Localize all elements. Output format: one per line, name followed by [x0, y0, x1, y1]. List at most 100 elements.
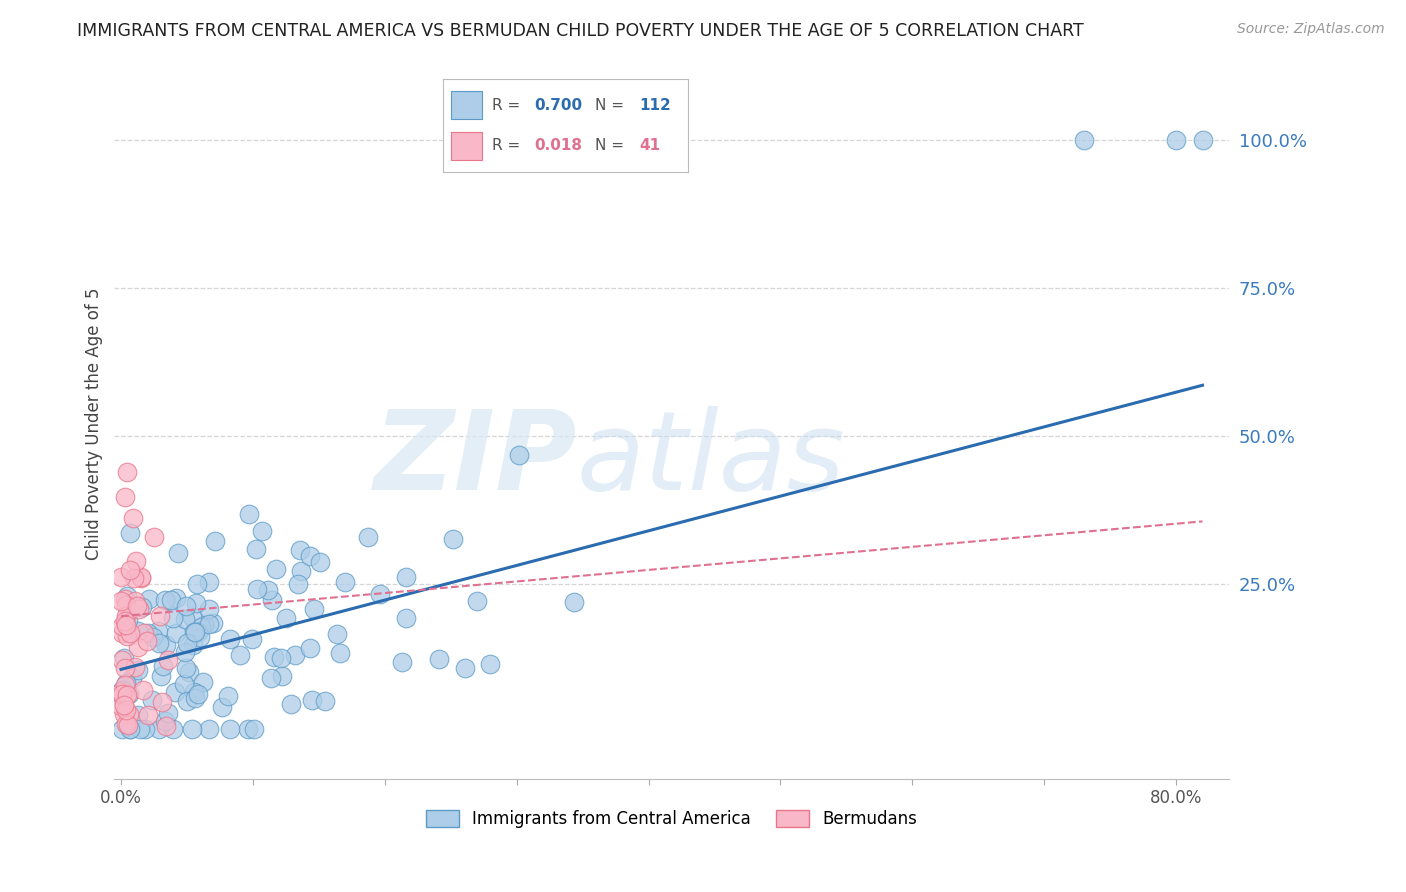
Point [150, 695, 173, 709]
Point [357, 530, 380, 544]
Point [134, 722, 156, 736]
Point [111, 687, 134, 701]
Point [184, 597, 207, 611]
Point [174, 599, 197, 613]
Point [122, 510, 145, 524]
Point [160, 592, 183, 607]
Point [174, 661, 197, 675]
Point [427, 652, 450, 666]
Point [157, 653, 180, 667]
Point [288, 543, 311, 558]
Point [129, 571, 152, 585]
Point [186, 576, 208, 591]
Point [183, 685, 205, 699]
Point [184, 625, 207, 640]
Point [197, 616, 219, 631]
Point [114, 703, 136, 717]
Point [125, 554, 148, 568]
Point [395, 611, 418, 625]
Point [111, 653, 134, 667]
Point [173, 677, 195, 691]
Point [187, 687, 209, 701]
Point [165, 684, 187, 698]
Point [181, 610, 204, 624]
Point [176, 636, 198, 650]
Point [304, 602, 326, 616]
Point [280, 698, 302, 712]
Point [229, 648, 252, 662]
Point [118, 722, 141, 736]
Point [118, 722, 141, 736]
Point [219, 632, 242, 647]
Point [238, 722, 260, 736]
Point [284, 648, 307, 662]
Point [153, 592, 176, 607]
Point [114, 614, 136, 628]
Point [179, 665, 201, 679]
Point [141, 692, 163, 706]
Point [508, 448, 530, 462]
Point [198, 574, 221, 589]
Legend: Immigrants from Central America, Bermudans: Immigrants from Central America, Bermuda… [419, 803, 924, 835]
Point [110, 698, 132, 713]
Point [136, 708, 159, 723]
Point [162, 722, 184, 736]
Point [115, 676, 138, 690]
Y-axis label: Child Poverty Under the Age of 5: Child Poverty Under the Age of 5 [86, 287, 103, 560]
Point [115, 687, 138, 701]
Point [256, 582, 278, 597]
Point [260, 593, 283, 607]
Point [117, 613, 139, 627]
Point [129, 722, 152, 736]
Point [165, 625, 187, 640]
Point [441, 532, 464, 546]
Point [115, 716, 138, 731]
Point [110, 685, 132, 699]
Point [138, 592, 160, 607]
Text: ZIP: ZIP [374, 406, 576, 513]
Point [117, 589, 139, 603]
Point [128, 602, 150, 616]
Point [1073, 132, 1095, 146]
Point [1166, 132, 1188, 146]
Point [150, 669, 173, 683]
Point [114, 677, 136, 691]
Point [274, 611, 297, 625]
Point [173, 645, 195, 659]
Point [198, 722, 221, 736]
Point [122, 571, 145, 585]
Point [246, 582, 269, 596]
Point [142, 530, 165, 544]
Point [118, 707, 141, 722]
Point [115, 617, 138, 632]
Point [111, 722, 134, 736]
Point [368, 587, 391, 601]
Point [114, 661, 136, 675]
Point [329, 646, 352, 660]
Point [243, 722, 266, 736]
Point [263, 650, 285, 665]
Point [118, 625, 141, 640]
Point [110, 570, 132, 584]
Point [240, 632, 263, 647]
Text: Source: ZipAtlas.com: Source: ZipAtlas.com [1237, 22, 1385, 37]
Point [201, 616, 224, 631]
Point [114, 491, 136, 505]
Point [299, 549, 322, 563]
Point [190, 620, 212, 634]
Point [252, 524, 274, 538]
Point [562, 594, 585, 608]
Point [193, 617, 215, 632]
Point [184, 691, 207, 706]
Point [270, 650, 292, 665]
Point [112, 707, 135, 722]
Point [167, 546, 190, 560]
Point [118, 687, 141, 701]
Point [314, 694, 336, 708]
Point [124, 659, 146, 673]
Point [127, 708, 149, 723]
Point [115, 465, 138, 479]
Point [454, 660, 477, 674]
Point [127, 640, 149, 654]
Point [120, 563, 142, 577]
